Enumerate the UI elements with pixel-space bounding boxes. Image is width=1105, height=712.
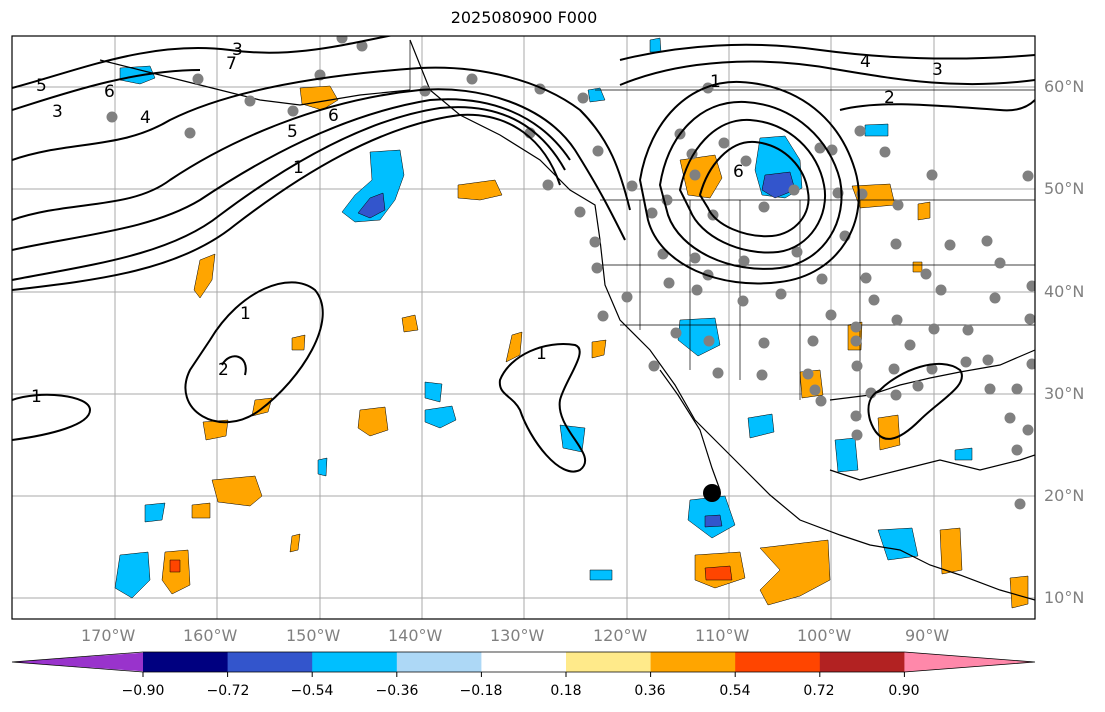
lon-label: 170°W [81,626,136,645]
lat-label: 40°N [1044,282,1085,301]
contour-label: 3 [932,60,943,80]
contour-label: 1 [293,158,304,178]
shaded-patches [114,37,1029,609]
contour-label: 2 [884,88,895,108]
contour-label: 1 [536,344,547,364]
colorbar-tick-label: 0.90 [888,683,920,699]
lat-label: 10°N [1044,588,1085,607]
colorbar-extend-low [12,652,153,672]
contour-lines [12,36,1035,473]
contour-label: 4 [860,52,871,72]
contour-label: 4 [140,108,151,128]
contour-label: 6 [328,106,339,126]
lon-label: 150°W [286,626,341,645]
lat-label: 60°N [1044,77,1085,96]
map-frame [11,35,1036,620]
colorbar-segment [396,652,482,672]
colorbar-tick-label: −0.90 [121,683,165,699]
colorbar-segment [227,652,313,672]
map-title: 2025080900 F000 [450,8,598,27]
colorbar-tick-label: −0.54 [290,683,334,699]
contour-label: 1 [710,72,721,92]
colorbar-segment [143,652,229,672]
contour-label: 3 [52,102,63,122]
marker-dot [703,484,721,502]
lat-label: 20°N [1044,486,1085,505]
colorbar-tick-label: 0.72 [803,683,835,699]
colorbar-extend-high [904,652,1035,672]
colorbar [11,651,1036,677]
contour-label: 3 [232,40,243,60]
station-dots [106,36,1035,510]
colorbar-tick-label: −0.36 [375,683,419,699]
lon-label: 100°W [797,626,852,645]
colorbar-segment [566,652,652,672]
contour-label: 2 [218,360,229,380]
lon-label: 120°W [593,626,648,645]
contour-label: 1 [240,304,251,324]
lon-label: 110°W [695,626,750,645]
contour-label: 5 [36,76,47,96]
contour-label: 7 [226,54,237,74]
lat-label: 50°N [1044,179,1085,198]
lon-label: 90°W [905,626,950,645]
lat-label: 30°N [1044,384,1085,403]
contour-label: 1 [31,387,42,407]
colorbar-segment [481,652,567,672]
lon-label: 140°W [388,626,443,645]
map-content [12,36,1035,619]
colorbar-tick-label: −0.18 [459,683,503,699]
colorbar-segment [819,652,905,672]
colorbar-tick-label: 0.18 [550,683,582,699]
contour-label: 6 [104,82,115,102]
contour-label: 5 [287,122,298,142]
colorbar-segment [650,652,736,672]
colorbar-tick-label: −0.72 [206,683,250,699]
colorbar-tick-label: 0.54 [719,683,751,699]
contour-label: 6 [733,162,744,182]
colorbar-tick-label: 0.36 [634,683,666,699]
colorbar-segment [735,652,821,672]
lon-label: 130°W [490,626,545,645]
lon-label: 160°W [183,626,238,645]
colorbar-segment [312,652,398,672]
